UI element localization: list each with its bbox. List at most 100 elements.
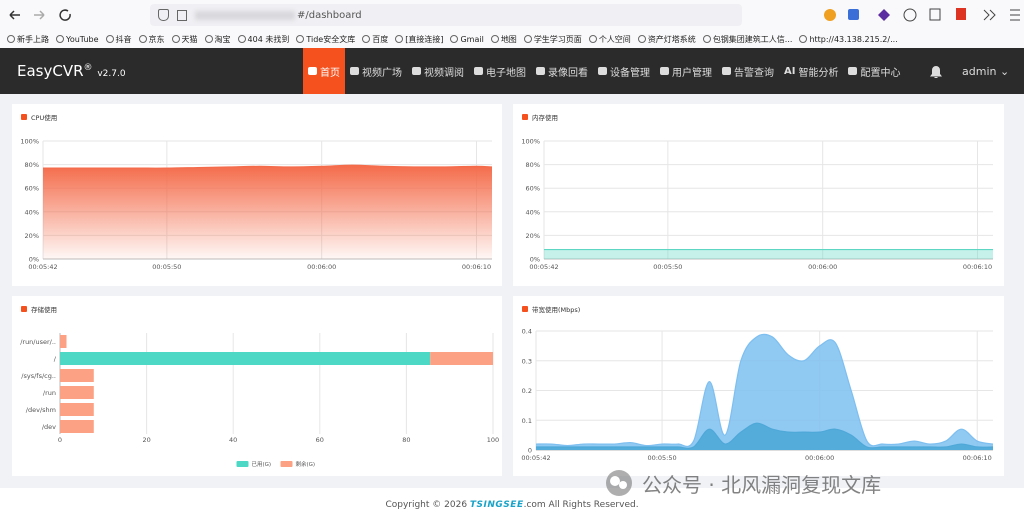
nav-item[interactable]: 设备管理: [593, 48, 655, 94]
bookmark-icon: [799, 35, 808, 43]
bell-icon[interactable]: [928, 64, 944, 80]
overflow-menu[interactable]: [983, 9, 996, 21]
app-menu[interactable]: [1010, 9, 1020, 21]
user-menu[interactable]: admin ⌄: [962, 65, 1010, 78]
nav-item[interactable]: AI 智能分析: [779, 48, 843, 94]
bookmark[interactable]: 个人空间: [588, 34, 631, 45]
url-bar[interactable]: #/dashboard: [150, 4, 742, 26]
nav-icon: [536, 67, 545, 75]
nav-icon: [848, 67, 858, 75]
area: [536, 423, 993, 450]
ext-icon[interactable]: [929, 8, 941, 21]
legend-swatch: [236, 461, 249, 467]
x-tick-label: 00:05:42: [28, 263, 57, 271]
y-tick-label: 20%: [25, 232, 39, 240]
nav-label: 设备管理: [610, 67, 650, 79]
nav-item[interactable]: 录像回看: [531, 48, 593, 94]
y-tick-label: /sys/fs/cg..: [21, 372, 56, 380]
nav-icon: [412, 67, 421, 75]
bookmark[interactable]: 新手上路: [7, 34, 49, 45]
y-tick-label: 20%: [526, 232, 540, 240]
nav-item[interactable]: 用户管理: [655, 48, 717, 94]
footer: Copyright © 2026 TSINGSEE .com All Rights…: [0, 488, 1024, 521]
bookmark-label: 抖音: [115, 34, 132, 44]
x-tick-label: 40: [229, 436, 237, 444]
bar-segment: [430, 352, 493, 365]
nav-item[interactable]: 配置中心: [843, 48, 905, 94]
bar-segment: [60, 369, 94, 382]
bookmark-icon: [702, 35, 711, 43]
lock-icon: [177, 9, 187, 21]
nav-item[interactable]: 电子地图: [469, 48, 531, 94]
forward-button[interactable]: [34, 10, 45, 20]
bookmark[interactable]: 京东: [138, 34, 165, 45]
x-tick-label: 20: [142, 436, 150, 444]
nav-item[interactable]: 视频调阅: [407, 48, 469, 94]
nav-buttons: [9, 9, 71, 21]
bookmark-icon: [588, 35, 597, 43]
bookmark[interactable]: 抖音: [105, 34, 132, 45]
bookmark[interactable]: 404 未找到: [237, 34, 290, 45]
bookmark[interactable]: Gmail: [450, 35, 484, 44]
area: [43, 165, 492, 259]
ext-icon[interactable]: [878, 9, 890, 21]
bookmark[interactable]: YouTube: [56, 35, 99, 44]
reload-button[interactable]: [59, 9, 71, 21]
bookmark-label: Tide安全文库: [306, 34, 356, 44]
bookmark[interactable]: [直接连接]: [395, 34, 443, 45]
nav-item[interactable]: 视频广场: [345, 48, 407, 94]
legend-label[interactable]: 已用(G): [252, 461, 272, 468]
shield-icon: [158, 9, 169, 21]
nav-badge: AI: [784, 65, 796, 77]
bookmark-label: 百度: [372, 34, 389, 44]
nav-item[interactable]: 首页: [303, 48, 345, 94]
nav-label: 录像回看: [548, 67, 588, 79]
memory-panel: 内存使用 0% 20% 40% 60% 80% 100% 00:05:42 00:05:50 00…: [513, 104, 1004, 286]
ext-icon[interactable]: [848, 9, 859, 20]
nav-item[interactable]: 告警查询: [717, 48, 779, 94]
bookmark-icon: [237, 35, 246, 43]
bookmark-label: 404 未找到: [247, 34, 290, 44]
blurred-host: [195, 10, 295, 20]
y-tick-label: /dev: [42, 423, 56, 431]
nav-icon: [474, 67, 483, 75]
bookmark[interactable]: 地图: [490, 34, 517, 45]
x-tick-label: 00:06:00: [808, 263, 837, 271]
bookmark[interactable]: 天猫: [171, 34, 198, 45]
bookmark-icon: [395, 35, 404, 43]
legend-label[interactable]: 剩余(G): [296, 460, 316, 468]
bookmark-label: 淘宝: [214, 34, 231, 44]
y-tick-label: 60%: [25, 185, 39, 193]
bookmark-label: 京东: [148, 34, 165, 44]
extension-icons: [824, 8, 1020, 22]
y-tick-label: /dev/shm: [26, 406, 56, 414]
bookmark[interactable]: 包钢集团建筑工人信...: [702, 34, 792, 45]
x-tick-label: 100: [487, 436, 499, 444]
nav-menu: 首页 视频广场 视频调阅 电子地图 录像回看 设备管理 用户管理 告警查询 AI 智能分析 配置中心: [303, 48, 905, 94]
bookmark[interactable]: 百度: [362, 34, 388, 45]
y-tick-label: 40%: [25, 208, 39, 216]
bar-segment: [60, 403, 94, 416]
bar-segment: [60, 420, 94, 433]
bookmark-icon: [105, 35, 114, 43]
bookmark[interactable]: http://43.138.215.2/...: [799, 35, 898, 44]
ext-icon[interactable]: [824, 9, 836, 21]
bookmark[interactable]: 淘宝: [204, 34, 231, 45]
chart: 内存使用 0% 20% 40% 60% 80% 100% 00:05:42 00:05:50 00…: [521, 113, 993, 271]
watermark-text: 公众号 · 北风漏洞复现文库: [642, 472, 882, 497]
back-button[interactable]: [9, 10, 20, 20]
ext-icon[interactable]: [956, 8, 966, 20]
bookmark[interactable]: 学生学习页面: [523, 34, 582, 45]
y-tick-label: 0.3: [522, 357, 532, 365]
bandwidth-panel: 带宽使用(Mbps) 0 0.1 0.2 0.3 0.4 00:05:42 00:05:50 0…: [513, 296, 1004, 476]
ext-icon[interactable]: [903, 8, 917, 22]
brand[interactable]: EasyCVR® v2.7.0: [17, 62, 126, 80]
bookmark[interactable]: Tide安全文库: [296, 34, 355, 45]
bookmark-label: 资产灯塔系统: [647, 34, 696, 44]
y-tick-label: /run/user/..: [20, 338, 56, 346]
bookmark-label: 天猫: [181, 34, 198, 44]
y-tick-label: 0: [528, 447, 532, 455]
bookmark[interactable]: 资产灯塔系统: [637, 34, 696, 45]
bookmark-icon: [450, 35, 459, 43]
